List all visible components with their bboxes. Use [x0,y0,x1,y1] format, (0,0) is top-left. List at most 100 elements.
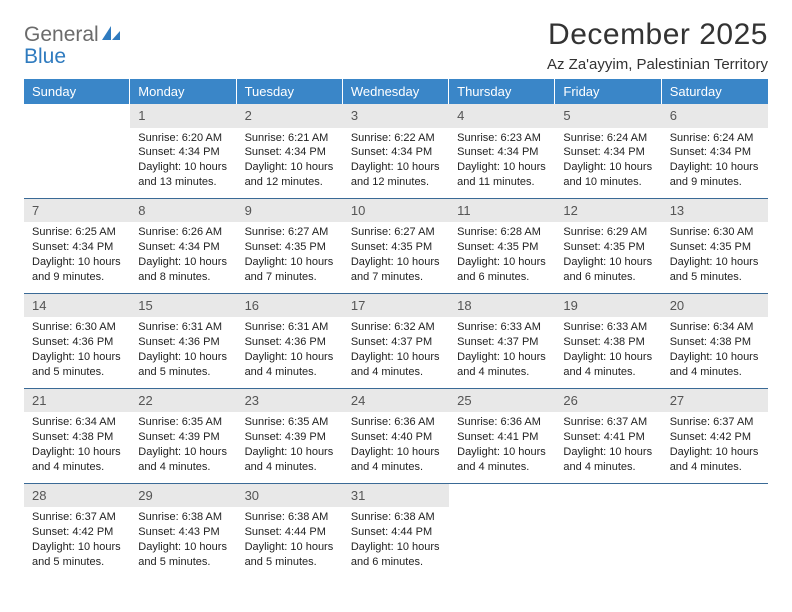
day-details: Sunrise: 6:30 AMSunset: 4:36 PMDaylight:… [24,317,130,387]
sunset-text: Sunset: 4:35 PM [245,240,335,255]
day-number: 13 [662,198,768,223]
sunrise-text: Sunrise: 6:20 AM [138,131,228,146]
day-number: 12 [555,198,661,223]
daylight-text: Daylight: 10 hours and 12 minutes. [351,160,441,190]
day-number: 5 [555,104,661,128]
day-number: 6 [662,104,768,128]
day-details: Sunrise: 6:25 AMSunset: 4:34 PMDaylight:… [24,222,130,292]
sunrise-text: Sunrise: 6:36 AM [351,415,441,430]
day-details: Sunrise: 6:38 AMSunset: 4:43 PMDaylight:… [130,507,236,577]
daylight-text: Daylight: 10 hours and 7 minutes. [351,255,441,285]
daylight-text: Daylight: 10 hours and 4 minutes. [351,350,441,380]
day-number: 9 [237,198,343,223]
brand-text: General Blue [24,24,121,68]
sunset-text: Sunset: 4:34 PM [245,145,335,160]
sunrise-text: Sunrise: 6:22 AM [351,131,441,146]
day-number: 21 [24,388,130,413]
day-details: Sunrise: 6:38 AMSunset: 4:44 PMDaylight:… [237,507,343,577]
sunset-text: Sunset: 4:36 PM [138,335,228,350]
daylight-text: Daylight: 10 hours and 9 minutes. [670,160,760,190]
weekday-header: Wednesday [343,79,449,104]
week-daynum-row: 21222324252627 [24,388,768,413]
sunset-text: Sunset: 4:44 PM [245,525,335,540]
week-details-row: Sunrise: 6:20 AMSunset: 4:34 PMDaylight:… [24,128,768,198]
sunrise-text: Sunrise: 6:28 AM [457,225,547,240]
sunset-text: Sunset: 4:37 PM [351,335,441,350]
daylight-text: Daylight: 10 hours and 8 minutes. [138,255,228,285]
page-header: General Blue December 2025 Az Za'ayyim, … [24,18,768,73]
sunrise-text: Sunrise: 6:31 AM [245,320,335,335]
daylight-text: Daylight: 10 hours and 4 minutes. [351,445,441,475]
day-details: Sunrise: 6:27 AMSunset: 4:35 PMDaylight:… [237,222,343,292]
weekday-header: Friday [555,79,661,104]
day-number [449,483,555,508]
page-title: December 2025 [547,18,768,52]
daylight-text: Daylight: 10 hours and 12 minutes. [245,160,335,190]
sunset-text: Sunset: 4:34 PM [563,145,653,160]
day-details: Sunrise: 6:29 AMSunset: 4:35 PMDaylight:… [555,222,661,292]
day-details [24,128,130,198]
week-details-row: Sunrise: 6:25 AMSunset: 4:34 PMDaylight:… [24,222,768,292]
day-number: 17 [343,293,449,318]
day-number: 26 [555,388,661,413]
day-details: Sunrise: 6:37 AMSunset: 4:42 PMDaylight:… [662,412,768,482]
day-details: Sunrise: 6:35 AMSunset: 4:39 PMDaylight:… [130,412,236,482]
sunset-text: Sunset: 4:35 PM [670,240,760,255]
sunset-text: Sunset: 4:42 PM [32,525,122,540]
week-details-row: Sunrise: 6:34 AMSunset: 4:38 PMDaylight:… [24,412,768,482]
daylight-text: Daylight: 10 hours and 4 minutes. [32,445,122,475]
sunrise-text: Sunrise: 6:32 AM [351,320,441,335]
day-number: 29 [130,483,236,508]
daylight-text: Daylight: 10 hours and 4 minutes. [457,445,547,475]
sunrise-text: Sunrise: 6:29 AM [563,225,653,240]
sunset-text: Sunset: 4:34 PM [138,145,228,160]
daylight-text: Daylight: 10 hours and 4 minutes. [457,350,547,380]
sunrise-text: Sunrise: 6:27 AM [351,225,441,240]
day-details [449,507,555,577]
daylight-text: Daylight: 10 hours and 4 minutes. [245,350,335,380]
sunrise-text: Sunrise: 6:38 AM [245,510,335,525]
daylight-text: Daylight: 10 hours and 5 minutes. [32,540,122,570]
week-details-row: Sunrise: 6:37 AMSunset: 4:42 PMDaylight:… [24,507,768,577]
daylight-text: Daylight: 10 hours and 10 minutes. [563,160,653,190]
daylight-text: Daylight: 10 hours and 5 minutes. [138,350,228,380]
sunset-text: Sunset: 4:39 PM [138,430,228,445]
day-number: 27 [662,388,768,413]
sunrise-text: Sunrise: 6:24 AM [563,131,653,146]
day-number: 15 [130,293,236,318]
brand-logo: General Blue [24,18,121,68]
week-daynum-row: 78910111213 [24,198,768,223]
sunrise-text: Sunrise: 6:37 AM [670,415,760,430]
sunset-text: Sunset: 4:38 PM [670,335,760,350]
sunset-text: Sunset: 4:34 PM [138,240,228,255]
day-number [662,483,768,508]
calendar-table: Sunday Monday Tuesday Wednesday Thursday… [24,79,768,578]
weekday-header: Saturday [662,79,768,104]
day-number: 23 [237,388,343,413]
calendar-body: 123456 Sunrise: 6:20 AMSunset: 4:34 PMDa… [24,104,768,578]
sunset-text: Sunset: 4:41 PM [457,430,547,445]
day-number: 22 [130,388,236,413]
day-details: Sunrise: 6:22 AMSunset: 4:34 PMDaylight:… [343,128,449,198]
day-number: 1 [130,104,236,128]
day-details: Sunrise: 6:34 AMSunset: 4:38 PMDaylight:… [24,412,130,482]
day-details: Sunrise: 6:24 AMSunset: 4:34 PMDaylight:… [555,128,661,198]
daylight-text: Daylight: 10 hours and 5 minutes. [245,540,335,570]
day-details: Sunrise: 6:36 AMSunset: 4:41 PMDaylight:… [449,412,555,482]
day-number: 10 [343,198,449,223]
sunset-text: Sunset: 4:34 PM [32,240,122,255]
day-details: Sunrise: 6:33 AMSunset: 4:37 PMDaylight:… [449,317,555,387]
day-details: Sunrise: 6:32 AMSunset: 4:37 PMDaylight:… [343,317,449,387]
sunset-text: Sunset: 4:34 PM [457,145,547,160]
sunrise-text: Sunrise: 6:30 AM [32,320,122,335]
sunrise-text: Sunrise: 6:33 AM [457,320,547,335]
day-details [662,507,768,577]
sunset-text: Sunset: 4:35 PM [563,240,653,255]
day-number: 16 [237,293,343,318]
sunset-text: Sunset: 4:35 PM [457,240,547,255]
sunset-text: Sunset: 4:34 PM [351,145,441,160]
daylight-text: Daylight: 10 hours and 9 minutes. [32,255,122,285]
daylight-text: Daylight: 10 hours and 6 minutes. [351,540,441,570]
daylight-text: Daylight: 10 hours and 4 minutes. [138,445,228,475]
sunrise-text: Sunrise: 6:30 AM [670,225,760,240]
